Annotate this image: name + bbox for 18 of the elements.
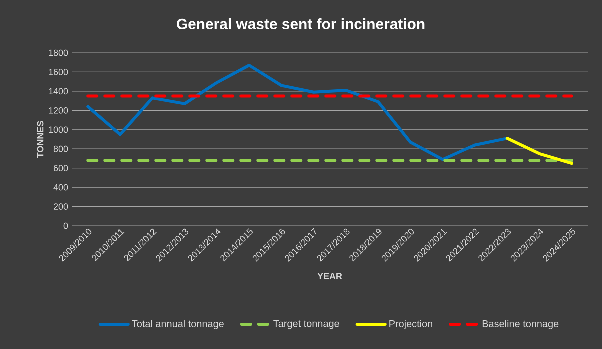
y-tick-label: 1400 — [49, 88, 68, 95]
y-tick-label: 200 — [54, 204, 68, 210]
y-tick-label: 0 — [64, 222, 68, 230]
y-tick-label: 1600 — [49, 69, 68, 76]
legend-label: Baseline tonnage — [482, 320, 559, 330]
y-tick-label: 1200 — [49, 107, 68, 114]
legend-label: Projection — [390, 320, 432, 330]
legend-label: Total annual tonnage — [132, 320, 224, 330]
chart-title: General waste sent for incineration — [177, 18, 425, 30]
y-tick-label: 1800 — [49, 50, 68, 56]
line-series — [86, 64, 509, 162]
y-tick-label: 400 — [54, 184, 68, 191]
y-tick-label: 600 — [54, 165, 68, 172]
x-axis-title: YEAR — [318, 273, 342, 280]
y-tick-label: 800 — [54, 146, 68, 152]
legend-label: Target tonnage — [274, 320, 340, 330]
y-tick-label: 1000 — [49, 126, 68, 134]
y-axis-title: TONNES — [37, 121, 44, 158]
